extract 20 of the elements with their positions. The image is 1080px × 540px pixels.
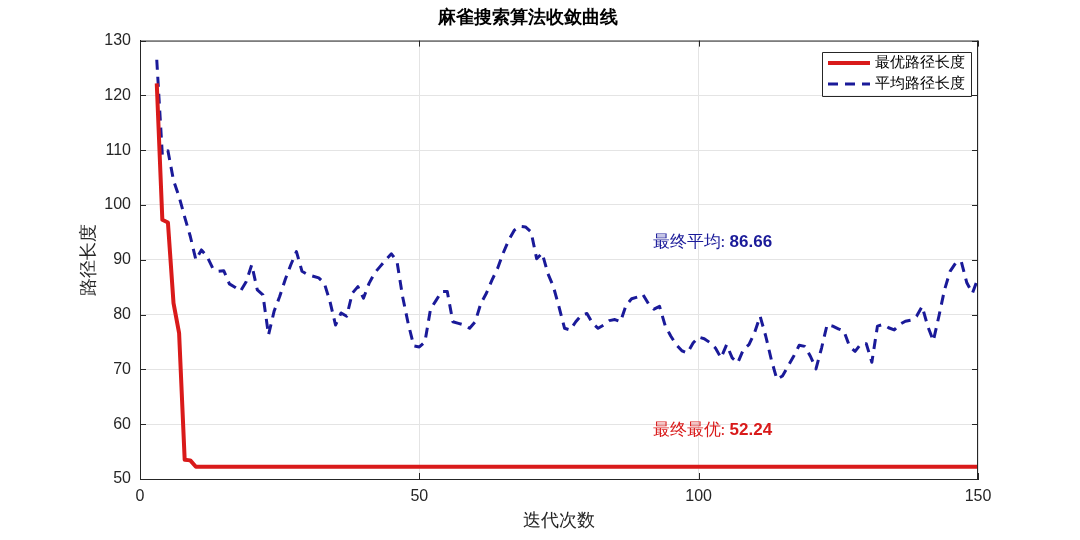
legend-label: 平均路径长度 (875, 75, 965, 92)
y-tick-label: 50 (113, 469, 132, 487)
y-axis-title: 路径长度 (77, 223, 98, 296)
x-tick-label: 0 (135, 487, 145, 505)
annotation: 最终最优: 52.24 (652, 420, 773, 440)
y-tick-label: 80 (113, 305, 132, 323)
x-tick-label: 150 (964, 487, 992, 505)
y-tick-label: 100 (104, 195, 132, 213)
x-tick-label: 100 (685, 487, 713, 505)
x-tick-label: 50 (410, 487, 429, 505)
y-tick-label: 60 (113, 414, 132, 432)
y-tick-label: 120 (104, 85, 132, 103)
y-tick-label: 110 (105, 140, 132, 158)
y-tick-label: 70 (113, 359, 132, 377)
chart-title: 麻雀搜索算法收敛曲线 (437, 7, 618, 28)
x-axis-title: 迭代次数 (523, 509, 595, 530)
annotation: 最终平均: 86.66 (652, 231, 773, 251)
legend-label: 最优路径长度 (875, 54, 965, 71)
y-tick-label: 90 (113, 250, 132, 268)
y-tick-label: 130 (104, 31, 132, 49)
